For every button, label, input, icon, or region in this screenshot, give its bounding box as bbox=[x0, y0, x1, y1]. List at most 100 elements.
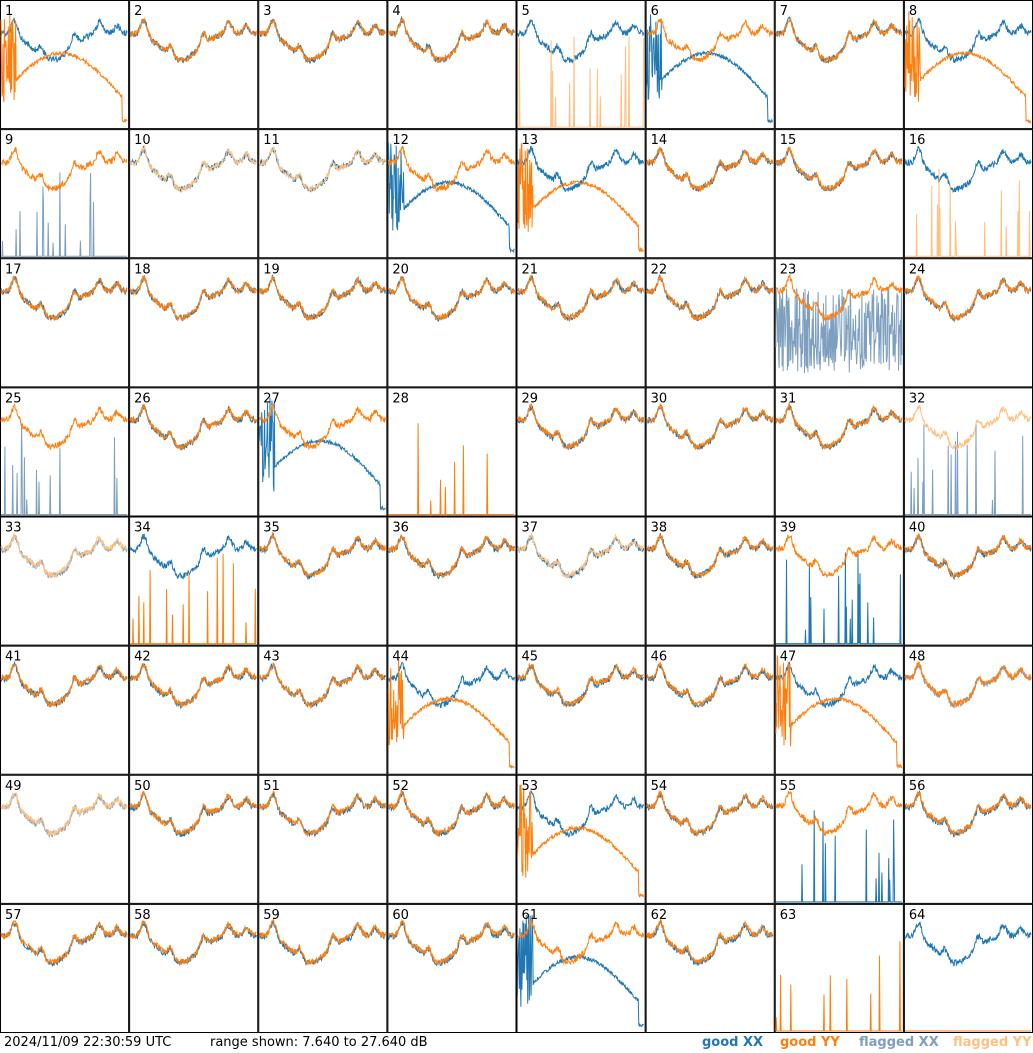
series-yy-good bbox=[775, 790, 903, 836]
series-yy-good bbox=[129, 663, 257, 709]
series-yy-good bbox=[0, 14, 128, 123]
panel-label: 39 bbox=[780, 521, 797, 536]
panel-30: 30 bbox=[645, 387, 775, 517]
panel-label: 6 bbox=[651, 4, 659, 19]
series-yy-good bbox=[258, 532, 386, 578]
panel-32: 32 bbox=[903, 387, 1033, 517]
panel-label: 18 bbox=[134, 262, 151, 277]
panel-label: 55 bbox=[780, 779, 797, 794]
series-yy-good bbox=[646, 146, 774, 193]
panel-6: 6 bbox=[645, 0, 775, 130]
panel-label: 19 bbox=[263, 262, 280, 277]
panel-frame bbox=[903, 129, 1033, 259]
panel-45: 45 bbox=[516, 645, 646, 775]
series-yy-good bbox=[387, 659, 515, 769]
panel-35: 35 bbox=[258, 516, 388, 646]
panel-frame bbox=[387, 774, 517, 904]
legend-flagged-xx: flagged XX bbox=[859, 1035, 939, 1050]
panel-40: 40 bbox=[903, 516, 1033, 646]
series-xx-good bbox=[775, 810, 902, 903]
panel-label: 28 bbox=[392, 391, 409, 406]
panel-38: 38 bbox=[645, 516, 775, 646]
series-yy-good bbox=[517, 142, 645, 252]
panel-17: 17 bbox=[0, 258, 130, 388]
series-yy-good bbox=[775, 17, 903, 63]
panel-36: 36 bbox=[387, 516, 517, 646]
panel-label: 8 bbox=[909, 4, 917, 19]
series-yy-good bbox=[646, 790, 774, 836]
panel-label: 38 bbox=[651, 521, 668, 536]
panel-frame bbox=[387, 387, 517, 517]
panel-label: 20 bbox=[392, 262, 409, 277]
panel-frame bbox=[387, 903, 517, 1033]
panel-frame bbox=[903, 903, 1033, 1033]
panel-frame bbox=[258, 645, 388, 775]
panel-frame bbox=[903, 774, 1033, 904]
series-xx-good bbox=[904, 921, 1032, 967]
panel-frame bbox=[516, 129, 646, 259]
panel-64: 64 bbox=[903, 903, 1033, 1033]
panel-frame bbox=[129, 0, 259, 130]
panel-frame bbox=[774, 0, 904, 130]
series-yy-good bbox=[646, 661, 774, 707]
series-yy-good bbox=[258, 275, 386, 321]
panel-frame bbox=[645, 903, 775, 1033]
panel-50: 50 bbox=[129, 774, 259, 904]
series-yy-good bbox=[387, 17, 515, 64]
panel-label: 4 bbox=[392, 4, 400, 19]
panel-label: 54 bbox=[651, 779, 668, 794]
series-yy-good bbox=[517, 662, 644, 708]
panel-21: 21 bbox=[516, 258, 646, 388]
series-yy-good bbox=[388, 789, 515, 836]
panel-frame bbox=[645, 387, 775, 517]
series-yy-good bbox=[775, 534, 903, 579]
panel-label: 53 bbox=[522, 779, 539, 794]
panel-57: 57 bbox=[0, 903, 130, 1033]
panel-label: 11 bbox=[263, 133, 280, 148]
series-xx-flagged bbox=[775, 287, 903, 374]
series-yy-good bbox=[904, 661, 1032, 709]
panel-frame bbox=[0, 645, 130, 775]
series-xx-good bbox=[904, 17, 1032, 64]
series-yy-good bbox=[258, 790, 386, 838]
panel-25: 25 bbox=[0, 387, 130, 517]
panel-3: 3 bbox=[258, 0, 388, 130]
panel-37: 37 bbox=[516, 516, 646, 646]
panel-33: 33 bbox=[0, 516, 130, 646]
panel-label: 24 bbox=[909, 262, 926, 277]
series-xx-good bbox=[517, 914, 644, 1028]
series-yy-good bbox=[129, 17, 257, 63]
panel-label: 27 bbox=[263, 391, 280, 406]
panel-label: 13 bbox=[522, 133, 539, 148]
panel-frame bbox=[387, 645, 517, 775]
series-yy-good bbox=[387, 534, 515, 580]
series-yy-good bbox=[259, 402, 386, 451]
panel-49: 49 bbox=[0, 774, 130, 904]
series-yy-good bbox=[517, 274, 645, 321]
range-readout: range shown: 7.640 to 27.640 dB bbox=[210, 1035, 428, 1050]
panel-59: 59 bbox=[258, 903, 388, 1033]
panel-frame bbox=[0, 129, 130, 259]
panel-61: 61 bbox=[516, 903, 646, 1033]
panel-frame bbox=[129, 903, 259, 1033]
panel-label: 16 bbox=[909, 133, 926, 148]
panel-label: 46 bbox=[651, 650, 668, 665]
panel-60: 60 bbox=[387, 903, 517, 1033]
panel-24: 24 bbox=[903, 258, 1033, 388]
panel-63: 63 bbox=[774, 903, 904, 1033]
panel-20: 20 bbox=[387, 258, 517, 388]
series-xx-flagged bbox=[1, 172, 128, 257]
series-yy-flagged bbox=[517, 36, 645, 128]
panel-frame bbox=[903, 516, 1033, 646]
series-yy-good bbox=[129, 919, 257, 966]
panel-frame bbox=[516, 645, 646, 775]
panel-15: 15 bbox=[774, 129, 904, 259]
series-yy-good bbox=[646, 275, 774, 322]
series-yy-good bbox=[130, 553, 257, 645]
series-yy-good bbox=[904, 11, 1032, 124]
series-xx-good bbox=[904, 145, 1032, 194]
series-xx-good bbox=[388, 662, 515, 709]
panel-frame bbox=[387, 258, 517, 388]
panel-label: 51 bbox=[263, 779, 280, 794]
series-yy-good bbox=[258, 917, 386, 967]
